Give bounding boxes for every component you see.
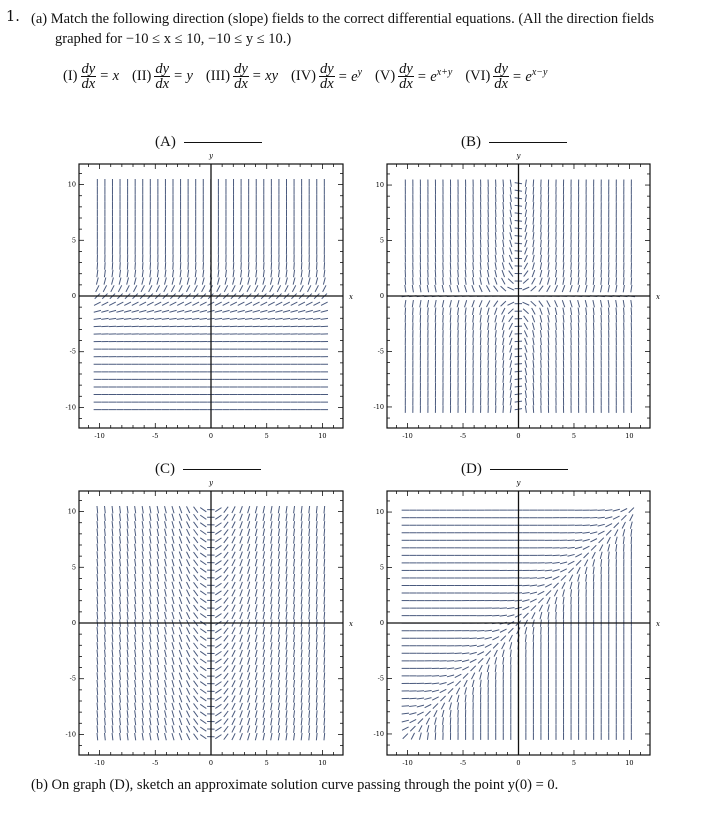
equation-rhs: = ey	[337, 67, 363, 85]
y-tick-label: -10	[374, 730, 384, 738]
x-axis-label: x	[349, 293, 353, 301]
x-tick-label: -5	[152, 432, 158, 440]
graph-d-label: (D)	[461, 461, 568, 478]
equation-2: (II) dy dx = y	[132, 61, 193, 92]
y-axis-label: y	[516, 152, 522, 160]
equation-rhs: = xy	[251, 68, 279, 84]
plot-a: x y -10 -5 0 5 10 10 5 0 -5 -10	[66, 152, 353, 440]
y-tick-label: 0	[380, 619, 384, 627]
graph-b-answer-blank[interactable]	[489, 142, 567, 144]
y-tick-label: -5	[378, 674, 384, 682]
graph-c-answer-blank[interactable]	[183, 469, 261, 471]
equation-5: (V) dy dx = ex+y	[375, 61, 453, 92]
graph-a-answer-blank[interactable]	[183, 142, 262, 144]
x-tick-label: -5	[460, 759, 466, 767]
x-tick-label: -5	[460, 432, 466, 440]
y-tick-label: 5	[380, 564, 384, 572]
x-tick-label: -10	[94, 432, 104, 440]
x-axis-label: x	[656, 293, 660, 301]
x-tick-label: 5	[572, 432, 576, 440]
equation-label: (II)	[132, 68, 152, 84]
x-tick-label: 0	[209, 759, 213, 767]
x-tick-label: 10	[625, 432, 633, 440]
part-b-text: On graph (D), sketch an approximate solu…	[51, 777, 559, 793]
part-a-line2: graphed for −10 ≤ x ≤ 10, −10 ≤ y ≤ 10.)	[55, 31, 292, 47]
y-tick-label: 0	[72, 292, 76, 300]
equation-label: (I)	[63, 68, 78, 84]
y-tick-label: 10	[376, 508, 384, 516]
graph-d-answer-blank[interactable]	[489, 469, 568, 471]
equation-3: (III) dy dx = xy	[205, 61, 279, 92]
derivative-fraction: dy dx	[80, 61, 97, 92]
equation-label: (V)	[375, 68, 396, 84]
y-tick-label: 5	[380, 237, 384, 245]
y-tick-label: -10	[374, 403, 384, 411]
equation-6: (VI) dy dx = ex−y	[465, 61, 548, 92]
y-axis-label: y	[516, 479, 522, 487]
equation-label: (VI)	[465, 68, 491, 84]
y-tick-label: 10	[376, 181, 384, 189]
graph-c-label: (C)	[155, 461, 261, 478]
part-b-label: (b)	[31, 777, 48, 793]
part-a-line1: Match the following direction (slope) fi…	[50, 11, 655, 27]
equation-rhs: = ex−y	[511, 67, 548, 85]
derivative-fraction: dy dx	[319, 61, 335, 92]
x-tick-label: -10	[402, 432, 412, 440]
y-tick-label: 0	[380, 292, 384, 300]
derivative-fraction: dy dx	[398, 61, 414, 92]
x-tick-label: 0	[516, 759, 520, 767]
equation-list: (I) dy dx = x (II) dy dx = y (III) dy dx = xy (IV) dy…	[63, 61, 560, 92]
equation-label: (IV)	[291, 68, 317, 84]
graph-a-label: (A)	[155, 134, 262, 151]
x-tick-label: 5	[265, 759, 269, 767]
y-tick-label: -10	[66, 403, 76, 411]
x-tick-label: 10	[318, 759, 326, 767]
y-tick-label: 5	[72, 563, 76, 571]
part-a-prompt: (a) Match the following direction (slope…	[31, 9, 701, 49]
y-tick-label: -5	[70, 675, 76, 683]
equation-label: (III)	[205, 68, 231, 84]
graph-b-label: (B)	[461, 134, 567, 151]
x-tick-label: 5	[572, 759, 576, 767]
part-a-label: (a)	[31, 11, 48, 27]
x-tick-label: 0	[516, 432, 520, 440]
x-axis-label: x	[349, 620, 353, 628]
y-tick-label: 0	[72, 619, 76, 627]
x-tick-label: -10	[94, 759, 104, 767]
part-b-prompt: (b) On graph (D), sketch an approximate …	[31, 777, 558, 794]
x-axis-label: x	[656, 620, 660, 628]
y-tick-label: -10	[66, 730, 76, 738]
plot-d: x y -10 -5 0 5 10 10 5 0 -5 -10	[374, 479, 660, 767]
y-axis-label: y	[208, 152, 214, 160]
derivative-fraction: dy dx	[154, 61, 171, 92]
x-tick-label: 5	[265, 432, 269, 440]
y-tick-label: -5	[70, 348, 76, 356]
equation-rhs: = x	[99, 68, 120, 84]
x-tick-label: -5	[152, 759, 158, 767]
x-tick-label: 10	[318, 432, 326, 440]
plot-c: x y -10 -5 0 5 10 10 5 0 -5 -10	[66, 479, 353, 767]
y-tick-label: 10	[68, 181, 76, 189]
equation-rhs: = y	[173, 68, 193, 84]
derivative-fraction: dy dx	[493, 61, 509, 92]
y-tick-label: -5	[378, 347, 384, 355]
derivative-fraction: dy dx	[233, 61, 249, 92]
equation-1: (I) dy dx = x	[63, 61, 120, 92]
y-axis-label: y	[208, 479, 214, 487]
question-number: 1.	[6, 9, 20, 25]
equation-4: (IV) dy dx = ey	[291, 61, 363, 92]
plot-b: x y -10 -5 0 5 10 10 5 0 -5 -10	[374, 152, 660, 440]
x-tick-label: 0	[209, 432, 213, 440]
equation-rhs: = ex+y	[416, 67, 453, 85]
x-tick-label: 10	[625, 759, 633, 767]
y-tick-label: 10	[68, 508, 76, 516]
y-tick-label: 5	[72, 236, 76, 244]
x-tick-label: -10	[402, 759, 412, 767]
